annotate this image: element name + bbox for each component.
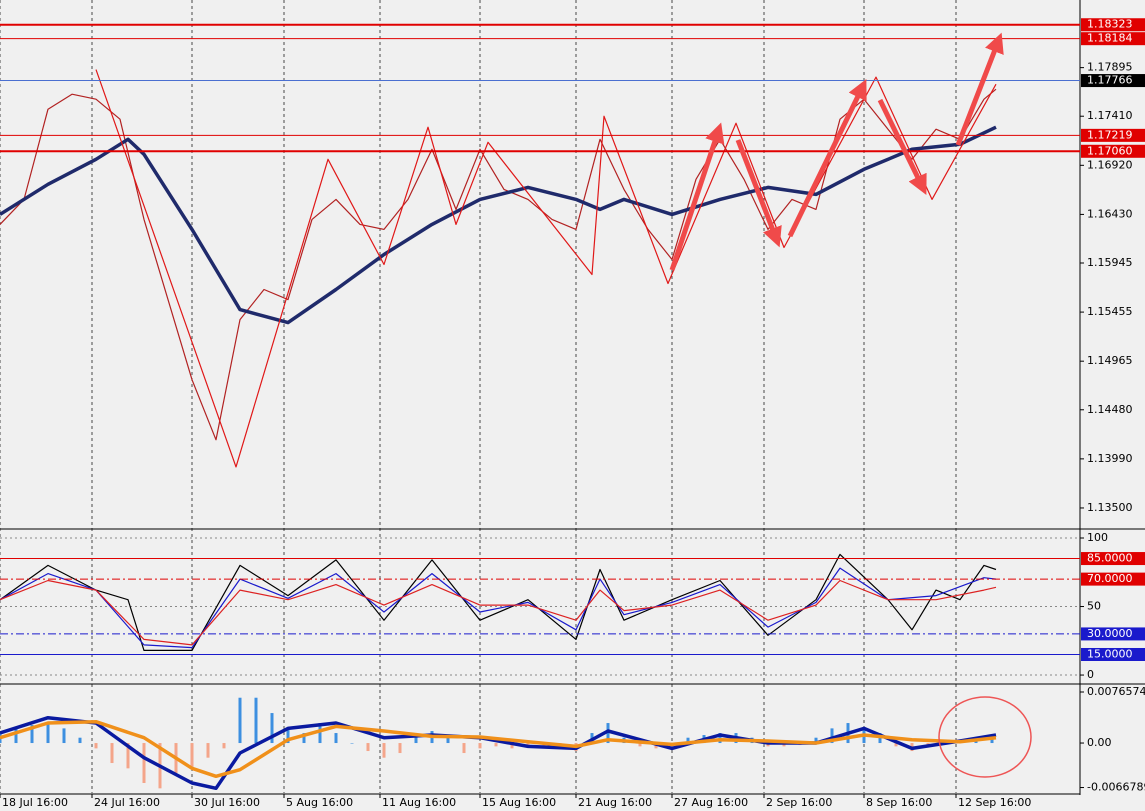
histogram-bar bbox=[606, 723, 610, 744]
histogram-bar bbox=[94, 743, 98, 749]
arrow bbox=[955, 32, 1004, 146]
highlight-circle bbox=[938, 696, 1032, 778]
x-tick-label: 15 Aug 16:00 bbox=[482, 796, 556, 809]
histogram-bar bbox=[222, 743, 226, 749]
y-tick-label: 1.16430 bbox=[1087, 207, 1133, 220]
histogram-bar bbox=[462, 743, 466, 754]
level-label: 85.0000 bbox=[1087, 552, 1133, 565]
histogram-bar bbox=[62, 728, 66, 744]
series-line bbox=[0, 88, 997, 441]
level-label-box bbox=[1081, 18, 1145, 32]
x-tick-label: 18 Jul 16:00 bbox=[2, 796, 68, 809]
y-tick-label: 1.15945 bbox=[1087, 256, 1133, 269]
histogram-bar bbox=[302, 733, 306, 744]
x-tick-label: 27 Aug 16:00 bbox=[674, 796, 748, 809]
x-tick-label: 30 Jul 16:00 bbox=[194, 796, 260, 809]
y-tick-label: 1.17410 bbox=[1087, 109, 1133, 122]
y-tick-label: 1.15455 bbox=[1087, 305, 1133, 318]
histogram-bar bbox=[494, 743, 498, 747]
y-tick-label: 0.0076574 bbox=[1087, 685, 1145, 698]
level-label-box bbox=[1081, 552, 1145, 566]
level-label: 70.0000 bbox=[1087, 572, 1133, 585]
x-tick-label: 24 Jul 16:00 bbox=[94, 796, 160, 809]
x-tick-label: 12 Sep 16:00 bbox=[958, 796, 1031, 809]
y-tick-label: 1.14965 bbox=[1087, 354, 1133, 367]
histogram-bar bbox=[110, 743, 114, 764]
histogram-bar bbox=[14, 728, 18, 744]
y-tick-label: 1.13500 bbox=[1087, 501, 1133, 514]
histogram-bar bbox=[286, 728, 290, 744]
histogram-bar bbox=[318, 723, 322, 744]
annotations bbox=[669, 32, 1004, 271]
histogram-bar bbox=[190, 743, 194, 769]
histogram-bar bbox=[478, 743, 482, 749]
y-tick-label: 0 bbox=[1087, 668, 1094, 681]
x-tick-label: 2 Sep 16:00 bbox=[766, 796, 832, 809]
histogram-bar bbox=[638, 743, 642, 747]
y-tick-label: 100 bbox=[1087, 531, 1108, 544]
histogram-bar bbox=[350, 743, 354, 744]
level-label: 1.17766 bbox=[1087, 74, 1133, 87]
x-tick-label: 21 Aug 16:00 bbox=[578, 796, 652, 809]
histogram-bar bbox=[46, 723, 50, 744]
histogram-bar bbox=[206, 743, 210, 758]
level-label-box bbox=[1081, 144, 1145, 158]
y-tick-label: 1.17895 bbox=[1087, 61, 1133, 74]
arrow bbox=[669, 122, 725, 271]
plot-background bbox=[0, 0, 1080, 811]
series-line bbox=[0, 567, 997, 649]
series-line bbox=[95, 69, 997, 468]
y-tick-label: 0.00 bbox=[1087, 736, 1112, 749]
histogram-bar bbox=[686, 737, 690, 744]
level-label-box bbox=[1081, 647, 1145, 661]
histogram-bar bbox=[382, 743, 386, 758]
series-line bbox=[0, 719, 997, 779]
level-label-box bbox=[1081, 627, 1145, 641]
level-label-box bbox=[1081, 572, 1145, 586]
level-label: 30.0000 bbox=[1087, 627, 1133, 640]
histogram-bar bbox=[414, 735, 418, 744]
arrow bbox=[877, 98, 927, 195]
level-label: 1.17060 bbox=[1087, 144, 1133, 157]
level-label-box bbox=[1081, 74, 1145, 88]
histogram-bar bbox=[510, 743, 514, 749]
y-tick-label: 1.14480 bbox=[1087, 403, 1133, 416]
histogram-bar bbox=[398, 743, 402, 754]
y-tick-label: 50 bbox=[1087, 600, 1101, 613]
x-tick-label: 8 Sep 16:00 bbox=[866, 796, 932, 809]
histogram-bar bbox=[142, 743, 146, 784]
level-label-box bbox=[1081, 32, 1145, 46]
x-tick-label: 5 Aug 16:00 bbox=[286, 796, 353, 809]
level-label: 1.18323 bbox=[1087, 18, 1133, 31]
y-tick-label: -0.0066789 bbox=[1087, 781, 1145, 794]
level-label: 15.0000 bbox=[1087, 647, 1133, 660]
histogram-bar bbox=[446, 737, 450, 744]
level-label-box bbox=[1081, 128, 1145, 142]
histogram-bar bbox=[78, 737, 82, 744]
series-line bbox=[0, 553, 997, 651]
histogram-bar bbox=[270, 713, 274, 744]
arrow bbox=[787, 79, 867, 238]
histogram-bar bbox=[238, 697, 242, 744]
histogram-bar bbox=[830, 728, 834, 744]
histogram-bar bbox=[126, 743, 130, 769]
histogram-bar bbox=[254, 697, 258, 744]
y-tick-label: 1.16920 bbox=[1087, 158, 1133, 171]
level-label: 1.18184 bbox=[1087, 32, 1133, 45]
histogram-bar bbox=[30, 725, 34, 744]
arrow bbox=[735, 139, 782, 248]
x-tick-label: 11 Aug 16:00 bbox=[382, 796, 456, 809]
y-tick-label: 1.13990 bbox=[1087, 452, 1133, 465]
histogram-bar bbox=[366, 743, 370, 752]
histogram-bar bbox=[334, 733, 338, 744]
series-line bbox=[0, 579, 997, 646]
level-label: 1.17219 bbox=[1087, 128, 1133, 141]
histogram-bar bbox=[894, 743, 898, 747]
histogram-bar bbox=[814, 737, 818, 744]
